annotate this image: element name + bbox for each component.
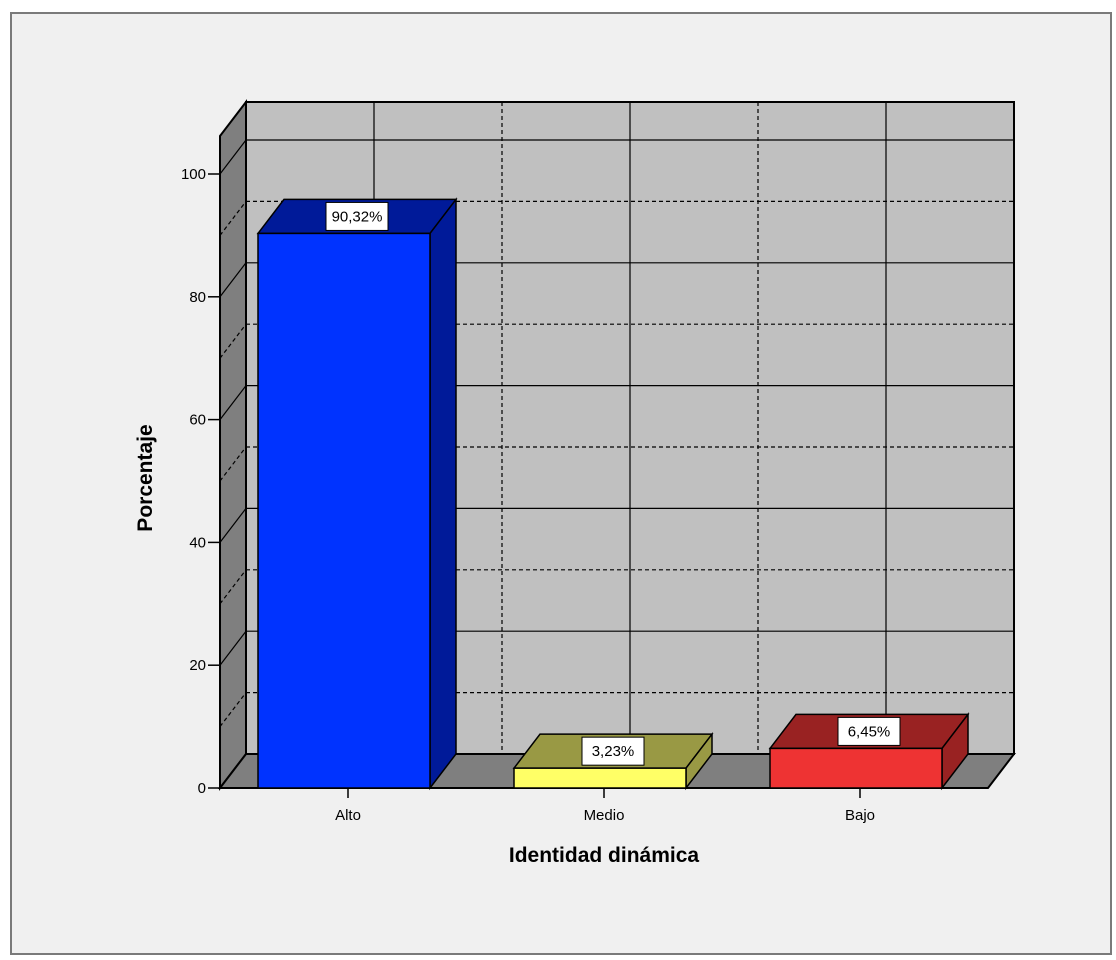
y-tick-label: 0 (198, 780, 206, 797)
data-label: 6,45% (848, 723, 891, 740)
y-tick-label: 80 (189, 289, 206, 306)
gridline-side (219, 201, 247, 236)
data-label-box (581, 736, 645, 766)
gridline-side (219, 446, 247, 482)
gridline-side (219, 385, 247, 420)
gridline-side (219, 630, 247, 666)
side-wall (219, 99, 247, 791)
x-tick-label: Bajo (845, 807, 875, 824)
bar-side-alto (429, 197, 457, 791)
x-axis-title: Identidad dinámica (509, 844, 700, 867)
chart-frame: 0 20 40 60 80 100 Alto Medio Bajo 90,32% 3,23% 6,4… (10, 12, 1112, 955)
y-axis-title: Porcentaje (134, 424, 157, 531)
data-label: 90,32% (332, 208, 383, 225)
bar-alto (257, 232, 431, 789)
bar-chart: 0 20 40 60 80 100 Alto Medio Bajo 90,32% 3,23% 6,4… (134, 99, 1017, 867)
gridline-side (219, 139, 247, 175)
gridline-side (219, 569, 247, 605)
data-label: 3,23% (592, 743, 635, 760)
bar-medio (513, 767, 687, 789)
y-tick-label: 40 (189, 534, 206, 551)
bar-bajo (769, 747, 943, 789)
data-label-box (837, 716, 901, 746)
y-tick-label: 60 (189, 412, 206, 429)
gridline-side (219, 323, 247, 359)
gridline-side (219, 508, 247, 543)
y-tick-label: 20 (189, 657, 206, 674)
x-tick-label: Alto (335, 807, 361, 824)
y-tick-label: 100 (181, 166, 206, 183)
gridline-side (219, 692, 247, 727)
gridline-side (219, 262, 247, 298)
data-label-box (325, 201, 389, 231)
x-tick-label: Medio (584, 807, 625, 824)
